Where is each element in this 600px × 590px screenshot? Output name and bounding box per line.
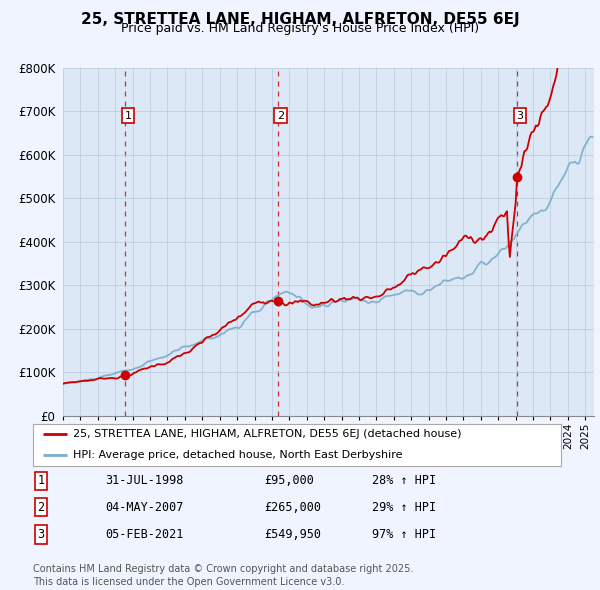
Text: 97% ↑ HPI: 97% ↑ HPI (372, 528, 436, 541)
Text: 1: 1 (124, 111, 131, 121)
Text: 31-JUL-1998: 31-JUL-1998 (105, 474, 184, 487)
Text: 25, STRETTEA LANE, HIGHAM, ALFRETON, DE55 6EJ: 25, STRETTEA LANE, HIGHAM, ALFRETON, DE5… (80, 12, 520, 27)
Text: Price paid vs. HM Land Registry's House Price Index (HPI): Price paid vs. HM Land Registry's House … (121, 22, 479, 35)
Text: £95,000: £95,000 (264, 474, 314, 487)
Text: 05-FEB-2021: 05-FEB-2021 (105, 528, 184, 541)
Text: 2: 2 (37, 501, 44, 514)
Text: 25, STRETTEA LANE, HIGHAM, ALFRETON, DE55 6EJ (detached house): 25, STRETTEA LANE, HIGHAM, ALFRETON, DE5… (73, 430, 461, 439)
Text: 2: 2 (277, 111, 284, 121)
Text: £265,000: £265,000 (264, 501, 321, 514)
Text: 04-MAY-2007: 04-MAY-2007 (105, 501, 184, 514)
Text: 29% ↑ HPI: 29% ↑ HPI (372, 501, 436, 514)
Text: HPI: Average price, detached house, North East Derbyshire: HPI: Average price, detached house, Nort… (73, 451, 402, 460)
Text: 3: 3 (37, 528, 44, 541)
Text: 3: 3 (517, 111, 523, 121)
Text: £549,950: £549,950 (264, 528, 321, 541)
Text: 28% ↑ HPI: 28% ↑ HPI (372, 474, 436, 487)
Text: Contains HM Land Registry data © Crown copyright and database right 2025.
This d: Contains HM Land Registry data © Crown c… (33, 564, 413, 587)
Text: 1: 1 (37, 474, 44, 487)
